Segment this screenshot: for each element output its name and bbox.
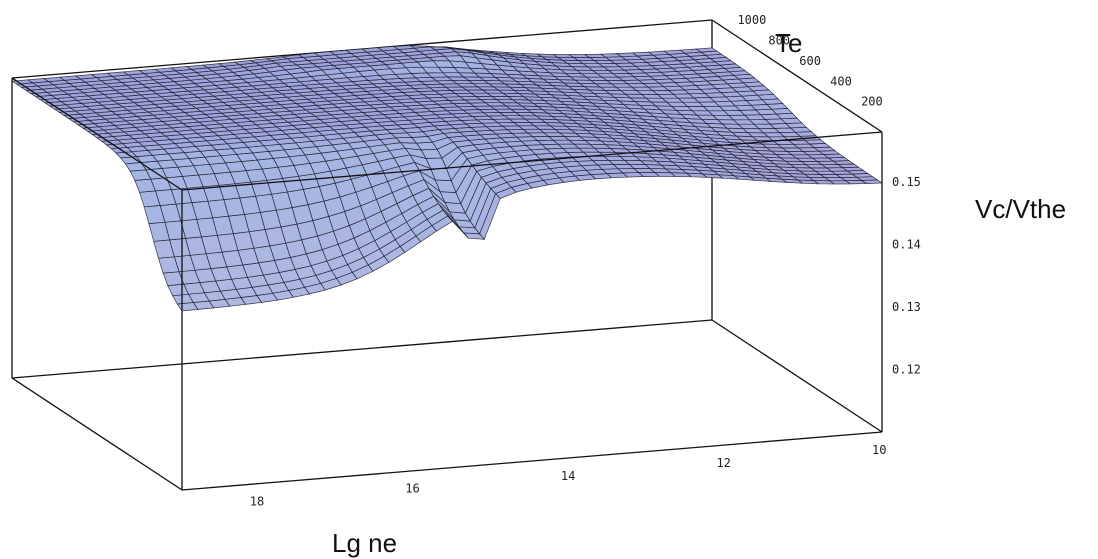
box-edge	[711, 319, 883, 433]
y-axis-title: Te	[775, 28, 802, 58]
box-edge	[711, 19, 883, 133]
box-edge	[181, 131, 883, 191]
z-tick-label: 0.15	[892, 175, 921, 189]
x-tick-label: 18	[250, 495, 264, 509]
y-tick-label: 600	[799, 54, 821, 68]
x-tick-label: 10	[872, 443, 886, 457]
x-axis-ticks: 18 16 14 12 10	[250, 443, 887, 509]
bounding-box-front	[11, 77, 883, 491]
box-edge	[11, 377, 183, 491]
y-tick-label: 200	[861, 95, 883, 109]
box-edge	[11, 319, 713, 379]
box-edge	[181, 431, 883, 491]
y-tick-label: 400	[830, 74, 852, 88]
x-tick-label: 14	[561, 469, 575, 483]
x-tick-label: 12	[716, 456, 730, 470]
y-tick-label: 800	[768, 34, 790, 48]
z-tick-label: 0.13	[892, 300, 921, 314]
z-tick-label: 0.12	[892, 363, 921, 377]
x-axis-title: Lg ne	[332, 528, 397, 558]
box-edge	[11, 77, 183, 191]
x-tick-label: 16	[405, 482, 419, 496]
z-axis-ticks: 0.15 0.14 0.13 0.12	[892, 175, 921, 377]
z-axis-title: Vc/Vthe	[975, 194, 1066, 224]
surface-mesh	[10, 45, 884, 312]
z-tick-label: 0.14	[892, 238, 921, 252]
y-tick-label: 1000	[737, 13, 766, 27]
